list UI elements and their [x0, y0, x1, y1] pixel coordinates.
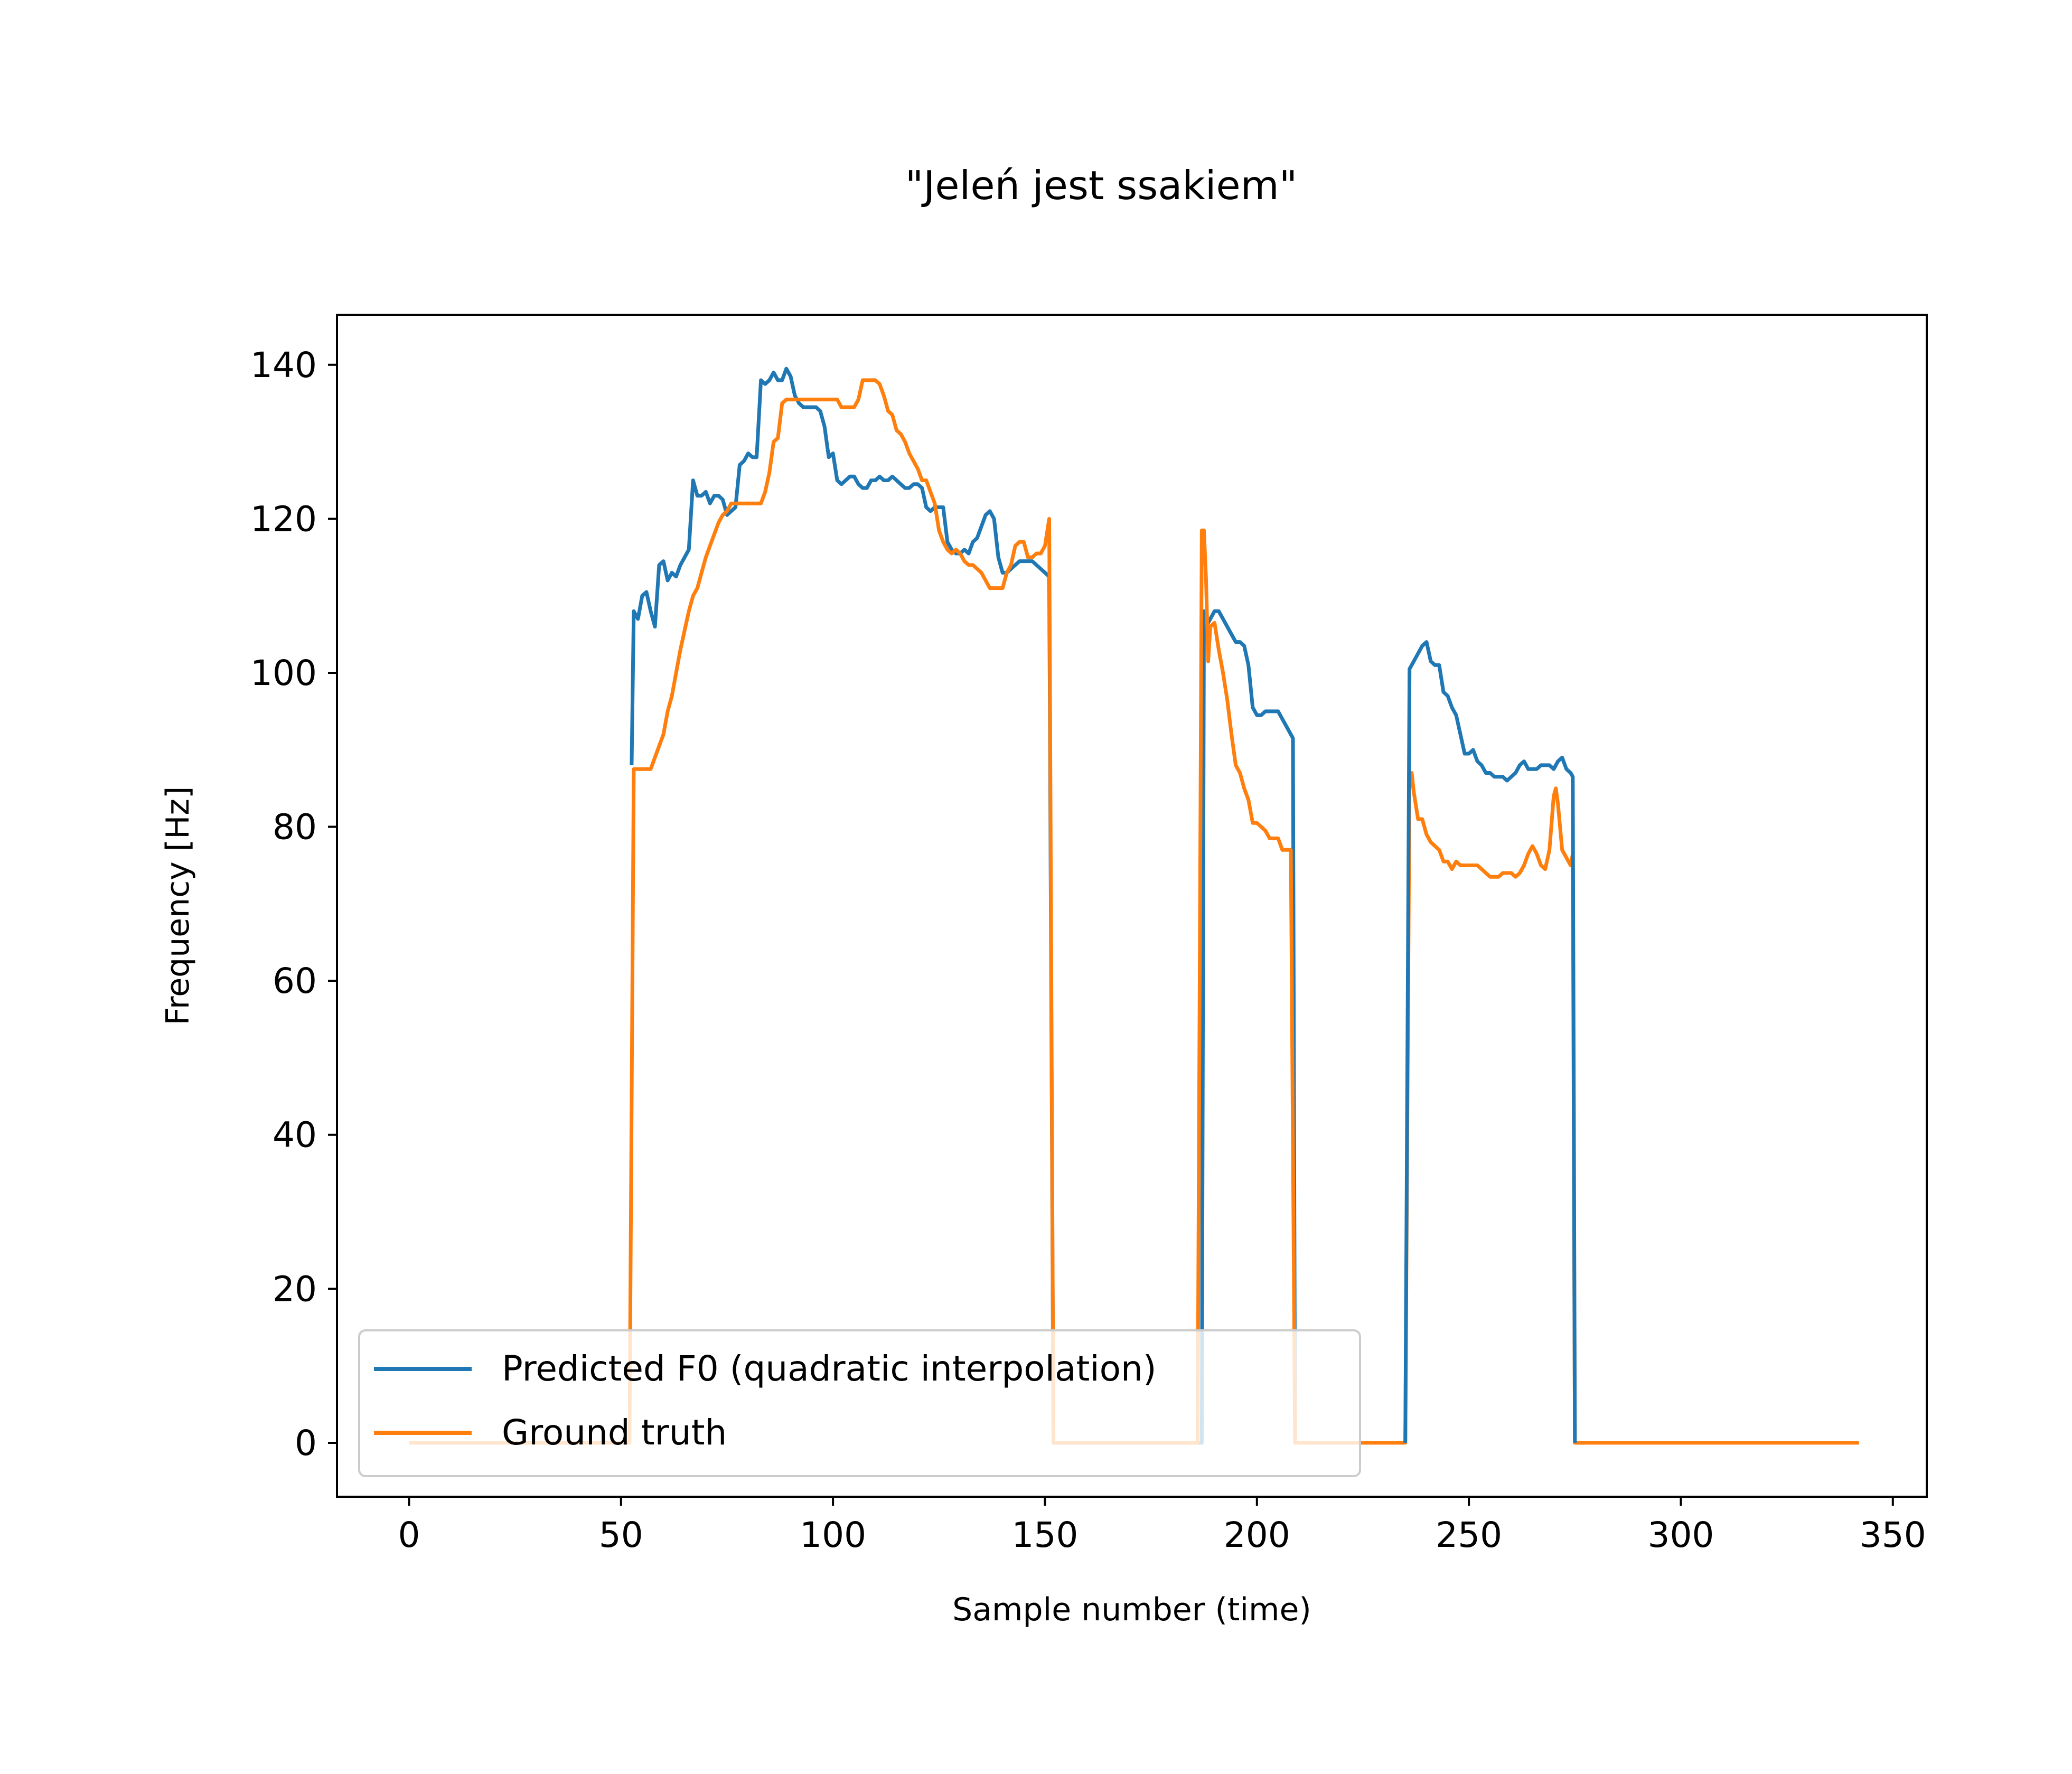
legend-box	[358, 1329, 1361, 1477]
x-tick-label: 300	[1647, 1515, 1714, 1555]
y-tick-label: 20	[273, 1269, 317, 1309]
legend-label-predicted: Predicted F0 (quadratic interpolation)	[502, 1348, 1157, 1389]
x-axis: 0 50 100 150 200 250 300 350	[398, 1497, 1926, 1555]
legend-label-ground-truth: Ground truth	[502, 1412, 727, 1453]
y-axis: 0 20 40 60 80 100 120 140	[250, 345, 337, 1463]
plot-area	[336, 314, 1928, 1498]
y-tick-label: 40	[273, 1115, 317, 1156]
y-axis-label: Frequency [Hz]	[160, 786, 196, 1025]
series-line-ground-truth-1	[409, 378, 1859, 1445]
series-line-predicted-f0-quadratic-interpolation-0	[630, 367, 1297, 1445]
axes-background	[337, 315, 1927, 1497]
x-tick-label: 100	[800, 1515, 866, 1555]
y-tick-label: 140	[250, 345, 317, 386]
y-tick-label: 0	[295, 1423, 317, 1463]
series-line-predicted-f0-quadratic-interpolation-2	[1403, 640, 1577, 1443]
legend: Predicted F0 (quadratic interpolation) G…	[358, 1329, 1361, 1477]
x-tick-label: 0	[398, 1515, 420, 1555]
x-axis-label: Sample number (time)	[952, 1591, 1311, 1628]
x-tick-label: 50	[599, 1515, 643, 1555]
x-tick-label: 250	[1436, 1515, 1502, 1555]
x-tick-label: 350	[1860, 1515, 1926, 1555]
y-tick-label: 60	[273, 961, 317, 1001]
series-layer	[409, 367, 1859, 1445]
axes-frame	[336, 314, 1928, 1498]
y-tick-label: 80	[273, 807, 317, 848]
chart-title: "Jeleń jest ssakiem"	[905, 162, 1298, 209]
y-tick-label: 100	[250, 653, 317, 693]
x-tick-label: 150	[1011, 1515, 1078, 1555]
x-tick-label: 200	[1224, 1515, 1290, 1555]
y-tick-label: 120	[250, 499, 317, 539]
